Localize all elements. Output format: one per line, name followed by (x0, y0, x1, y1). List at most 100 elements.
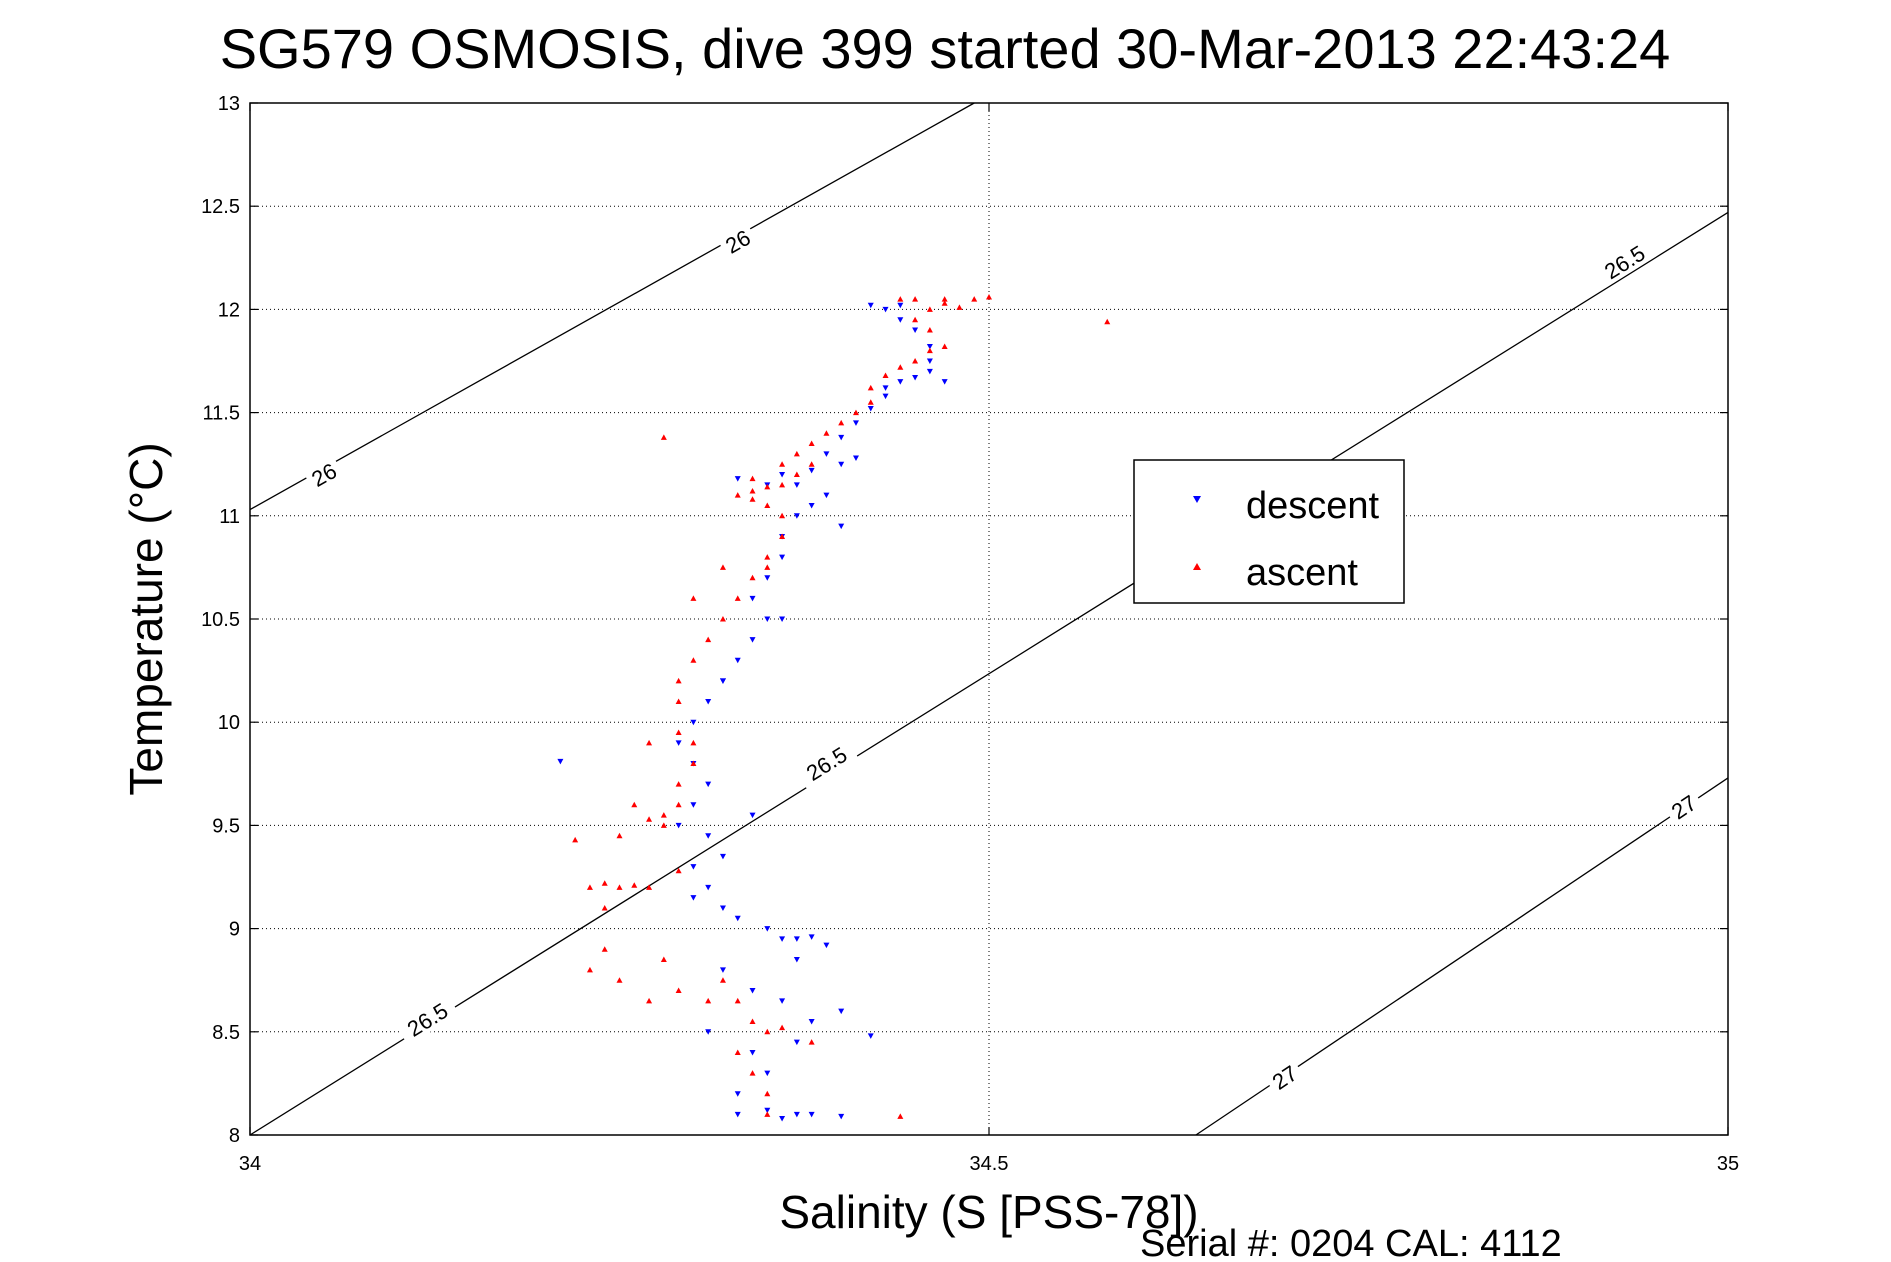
descent-point (926, 358, 933, 364)
ascent-point (616, 977, 623, 983)
ascent-point (867, 384, 874, 391)
descent-point (779, 998, 786, 1004)
descent-point (823, 451, 830, 457)
y-tick-label: 12.5 (201, 196, 240, 218)
ascent-point (912, 316, 919, 323)
descent-point (690, 802, 697, 808)
y-tick-label: 8.5 (212, 1022, 240, 1044)
ascent-point (660, 434, 667, 440)
ascent-point (971, 296, 978, 302)
ascent-point (734, 997, 741, 1004)
contour-label-background (716, 220, 759, 261)
descent-point (867, 302, 874, 309)
ascent-point (675, 698, 682, 705)
series-descent (557, 302, 948, 1122)
chart-title: SG579 OSMOSIS, dive 399 started 30-Mar-2… (220, 17, 1671, 80)
ascent-point (793, 450, 800, 457)
descent-point (690, 719, 697, 726)
y-tick-label: 11 (219, 506, 240, 528)
descent-point (912, 327, 919, 334)
ascent-point (646, 739, 653, 746)
descent-point (557, 758, 564, 765)
descent-point (719, 678, 726, 684)
descent-point (764, 1070, 771, 1077)
ascent-point (646, 997, 653, 1004)
ascent-point (749, 488, 756, 494)
y-axis-label: Temperature (°C) (120, 442, 172, 795)
contour-label-background (1262, 1056, 1306, 1097)
ascent-point (852, 409, 859, 416)
x-tick-label: 34.5 (970, 1153, 1009, 1175)
descent-point (764, 575, 771, 581)
ascent-point (719, 977, 726, 983)
ascent-point (764, 554, 771, 560)
ascent-point (705, 636, 712, 643)
descent-point (808, 1018, 815, 1025)
ascent-point (660, 956, 667, 963)
ascent-point (616, 884, 623, 890)
legend: descent ascent (1133, 459, 1405, 604)
ascent-point (631, 882, 638, 888)
ascent-point (601, 904, 608, 911)
descent-point (779, 1115, 786, 1122)
axis-ticks: 34 34.5 35 8 8.5 9 9.5 10 10.5 11 11.5 12 12.5 13 (201, 93, 1739, 1175)
ascent-point (646, 816, 653, 822)
descent-point (749, 988, 756, 994)
ascent-point (764, 1028, 771, 1035)
ascent-point (616, 832, 623, 839)
descent-point (734, 915, 741, 922)
ascent-point (749, 574, 756, 581)
ascent-point (823, 430, 830, 436)
ascent-point (705, 997, 712, 1004)
contour-label-background (793, 735, 859, 790)
descent-point (779, 472, 786, 478)
ascent-point (690, 595, 697, 601)
ascent-point (660, 812, 667, 818)
contour-label-background (302, 453, 345, 494)
descent-point (793, 936, 800, 942)
descent-point (779, 936, 786, 942)
ascent-point (1104, 318, 1111, 325)
descent-point (734, 1111, 741, 1118)
y-tick-label: 9 (229, 919, 240, 941)
ascent-point (719, 564, 726, 570)
ascent-point (808, 1039, 815, 1045)
ascent-point (646, 884, 653, 890)
descent-point (897, 317, 904, 323)
descent-point (734, 476, 741, 482)
descent-point (838, 523, 845, 530)
ascent-point (764, 1090, 771, 1097)
descent-point (793, 1039, 800, 1046)
descent-point (705, 1029, 712, 1035)
series-ascent (572, 294, 1111, 1119)
x-tick-label: 34 (239, 1153, 261, 1175)
density-contour-line (249, 102, 975, 511)
contour-label-background (1661, 785, 1705, 827)
descent-point (852, 455, 859, 462)
descent-point (749, 637, 756, 643)
contour-label-group: 27 (1661, 785, 1705, 827)
descent-point (941, 379, 948, 385)
legend-descent-marker (1193, 496, 1201, 503)
ascent-point (675, 677, 682, 684)
descent-point (882, 393, 889, 400)
descent-point (779, 616, 786, 622)
ascent-point (867, 399, 874, 405)
ascent-point (734, 1049, 741, 1055)
ascent-point (897, 1113, 904, 1119)
data-markers (557, 294, 1111, 1122)
legend-descent-label: descent (1246, 485, 1380, 527)
ascent-point (882, 372, 889, 378)
descent-point (808, 1111, 815, 1118)
ascent-point (764, 564, 771, 570)
descent-point (719, 967, 726, 973)
ascent-point (779, 481, 786, 488)
ascent-point (793, 471, 800, 478)
descent-point (838, 1113, 845, 1120)
ascent-point (986, 294, 992, 300)
ascent-point (956, 304, 963, 310)
descent-point (779, 554, 786, 561)
ascent-point (764, 1111, 771, 1117)
